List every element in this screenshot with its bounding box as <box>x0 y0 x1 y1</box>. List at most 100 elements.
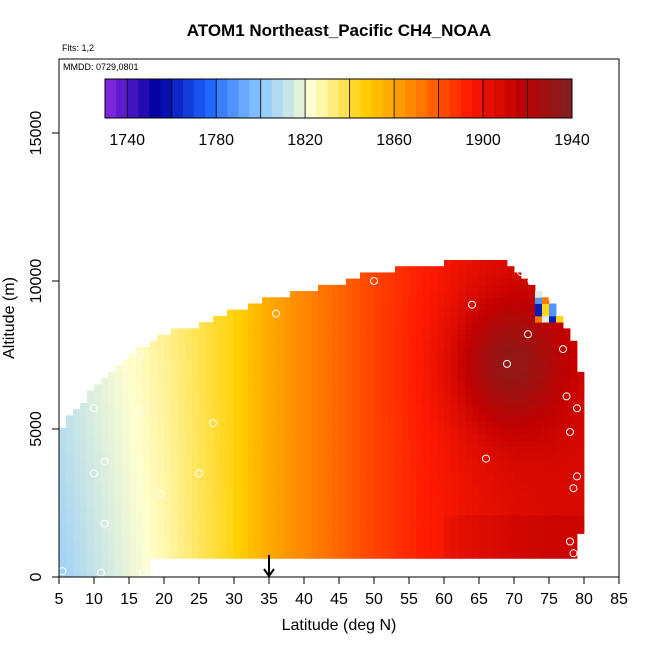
heatmap-cell <box>332 402 340 410</box>
heatmap-cell <box>381 465 389 472</box>
heatmap-cell <box>66 533 74 541</box>
heatmap-cell <box>115 390 123 398</box>
heatmap-cell <box>297 440 305 447</box>
heatmap-cell <box>381 446 389 454</box>
heatmap-cell <box>451 514 459 522</box>
heatmap-cell <box>367 328 375 335</box>
heatmap-cell <box>269 496 277 503</box>
heatmap-cell <box>549 309 557 317</box>
heatmap-cell <box>577 477 585 485</box>
heatmap-cell <box>192 334 200 342</box>
heatmap-cell <box>542 378 550 385</box>
heatmap-cell <box>381 371 389 379</box>
heatmap-cell <box>556 508 564 516</box>
heatmap-cell <box>500 440 508 447</box>
heatmap-cell <box>101 483 109 491</box>
heatmap-cell <box>346 440 354 447</box>
heatmap-cell <box>374 402 382 410</box>
heatmap-cell <box>437 434 445 441</box>
heatmap-cell <box>94 409 102 416</box>
heatmap-cell <box>241 434 249 441</box>
heatmap-cell <box>542 483 550 491</box>
heatmap-cell <box>353 533 361 541</box>
heatmap-cell <box>318 477 326 485</box>
heatmap-cell <box>486 458 494 466</box>
heatmap-cell <box>465 440 473 447</box>
heatmap-cell <box>80 427 88 435</box>
heatmap-cell <box>101 396 109 404</box>
heatmap-cell <box>409 458 417 466</box>
heatmap-cell <box>283 427 291 435</box>
heatmap-cell <box>227 427 235 435</box>
heatmap-cell <box>248 328 256 335</box>
heatmap-cell <box>122 415 130 422</box>
heatmap-cell <box>80 440 88 447</box>
heatmap-cell <box>227 396 235 404</box>
heatmap-cell <box>500 552 508 559</box>
heatmap-cell <box>570 496 578 503</box>
heatmap-cell <box>241 477 249 485</box>
heatmap-cell <box>353 409 361 416</box>
heatmap-cell <box>563 533 571 541</box>
heatmap-cell <box>409 471 417 478</box>
heatmap-cell <box>241 514 249 522</box>
heatmap-cell <box>150 452 158 460</box>
heatmap-cell <box>409 533 417 541</box>
heatmap-cell <box>185 521 193 528</box>
heatmap-cell <box>185 347 193 354</box>
heatmap-cell <box>542 496 550 503</box>
heatmap-cell <box>150 415 158 422</box>
heatmap-cell <box>360 502 368 510</box>
heatmap-cell <box>563 434 571 441</box>
heatmap-cell <box>493 477 501 485</box>
heatmap-cell <box>192 477 200 485</box>
heatmap-cell <box>290 465 298 472</box>
x-tick-label: 10 <box>85 591 103 608</box>
observation-point <box>517 268 525 277</box>
heatmap-cell <box>535 471 543 478</box>
heatmap-cell <box>346 471 354 478</box>
heatmap-cell <box>374 353 382 360</box>
heatmap-cell <box>451 396 459 404</box>
heatmap-cell <box>241 402 249 410</box>
heatmap-cell <box>262 465 270 472</box>
heatmap-cell <box>402 297 410 304</box>
heatmap-cell <box>325 440 333 447</box>
heatmap-cell <box>514 502 522 510</box>
heatmap-cell <box>185 465 193 472</box>
heatmap-cell <box>157 440 165 447</box>
heatmap-cell <box>528 291 536 298</box>
heatmap-cell <box>332 521 340 528</box>
heatmap-cell <box>451 415 459 422</box>
heatmap-cell <box>521 371 529 379</box>
heatmap-cell <box>283 502 291 510</box>
heatmap-cell <box>108 384 116 391</box>
heatmap-cell <box>171 483 179 491</box>
heatmap-cell <box>479 266 487 273</box>
heatmap-cell <box>556 539 564 547</box>
heatmap-cell <box>143 465 151 472</box>
heatmap-cell <box>395 384 403 391</box>
heatmap-cell <box>549 427 557 435</box>
heatmap-cell <box>542 384 550 391</box>
heatmap-cell <box>388 446 396 454</box>
heatmap-cell <box>423 390 431 398</box>
heatmap-cell <box>493 291 501 298</box>
heatmap-cell <box>381 340 389 348</box>
heatmap-cell <box>304 434 312 441</box>
heatmap-cell <box>556 477 564 485</box>
heatmap-cell <box>451 521 459 528</box>
heatmap-cell <box>430 378 438 385</box>
heatmap-cell <box>451 284 459 292</box>
observation-point <box>524 330 532 339</box>
heatmap-cell <box>185 396 193 404</box>
heatmap-cell <box>248 458 256 466</box>
heatmap-cell <box>178 452 186 460</box>
heatmap-cell <box>416 440 424 447</box>
heatmap-cell <box>521 465 529 472</box>
heatmap-cell <box>262 409 270 416</box>
heatmap-cell <box>458 477 466 485</box>
heatmap-cell <box>514 371 522 379</box>
heatmap-cell <box>283 477 291 485</box>
heatmap-cell <box>325 297 333 304</box>
